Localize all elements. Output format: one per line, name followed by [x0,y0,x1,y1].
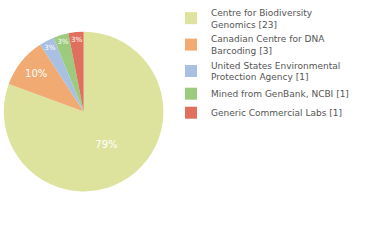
svg-text:Centre for BiodiversityGenomic: Centre for BiodiversityGenomics [23] [211,8,313,30]
svg-text:10%: 10% [25,68,47,79]
svg-text:Canadian Centre for DNABarcodi: Canadian Centre for DNABarcoding [3] [211,34,325,56]
svg-text:Generic Commercial Labs [1]: Generic Commercial Labs [1] [211,108,342,118]
svg-text:Mined from GenBank, NCBI [1]: Mined from GenBank, NCBI [1] [211,89,349,99]
svg-text:United States EnvironmentalPro: United States EnvironmentalProtection Ag… [211,61,340,83]
svg-text:79%: 79% [95,139,117,150]
svg-text:3%: 3% [44,43,56,52]
svg-text:3%: 3% [71,35,83,44]
svg-text:3%: 3% [57,37,69,46]
